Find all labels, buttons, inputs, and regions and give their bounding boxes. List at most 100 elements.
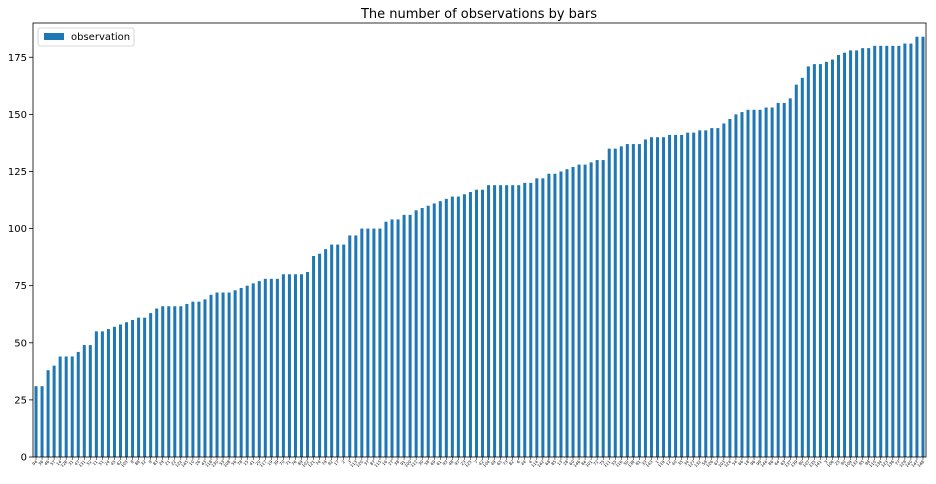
plot-frame (32, 22, 927, 458)
x-tick-label: 19 (266, 459, 273, 466)
x-tick-label: 53 (218, 459, 225, 466)
x-tick-label: 90 (840, 459, 847, 466)
bar (571, 166, 575, 457)
x-tick-label: 47 (73, 459, 80, 466)
bar (849, 50, 853, 457)
bars-group (34, 36, 925, 458)
x-tick-label: 100 (403, 459, 412, 468)
bar (722, 123, 726, 457)
bar (287, 274, 291, 457)
x-tick-label: 5 (823, 459, 829, 465)
bar (245, 285, 249, 457)
x-tick-label: 8 (129, 459, 135, 465)
bar (348, 235, 352, 457)
bar (921, 36, 925, 458)
bar (432, 203, 436, 457)
x-tick-label: 99 (755, 459, 762, 466)
x-tick-label: 137 (784, 459, 793, 468)
x-tick-label: 106 (826, 459, 835, 468)
bar (167, 306, 171, 457)
x-tick-label: 54 (731, 459, 738, 466)
x-tick-label: 77 (894, 459, 901, 466)
x-tick-label: 76 (291, 459, 298, 466)
bar (125, 322, 129, 457)
x-tick-label: 115 (373, 459, 382, 468)
x-tick-label: 30 (417, 459, 424, 466)
bar (662, 137, 666, 457)
x-tick-label: 74 (315, 459, 322, 466)
x-tick-label: 12 (665, 459, 672, 466)
bar (897, 45, 901, 458)
x-tick-label: 135 (808, 459, 817, 468)
x-tick-label: 17 (333, 459, 340, 466)
bar (82, 345, 86, 457)
bar (293, 274, 297, 457)
bar (493, 185, 497, 457)
bar (818, 64, 822, 458)
bar (885, 45, 889, 458)
bar (481, 189, 485, 457)
bar (487, 185, 491, 457)
bar (903, 43, 907, 458)
x-tick-label: 25 (834, 459, 841, 466)
x-tick-label: 107 (802, 459, 811, 468)
bar (450, 196, 454, 457)
bar (631, 144, 635, 457)
legend-box (37, 27, 135, 47)
x-tick-label: 49 (490, 459, 497, 466)
x-tick-label: 103 (717, 459, 726, 468)
x-tick-label: 87 (369, 459, 376, 466)
x-tick-label: 124 (723, 459, 732, 468)
bar (257, 281, 261, 457)
x-tick-label: 61 (435, 459, 442, 466)
x-tick-label: 13 (556, 459, 563, 466)
bar (716, 128, 720, 457)
bar (390, 219, 394, 457)
x-tick-label: 37 (363, 459, 370, 466)
bar (649, 137, 653, 457)
bar (191, 301, 195, 457)
x-tick-label: 18 (743, 459, 750, 466)
x-tick-label: 1 (654, 459, 660, 465)
x-tick-label: 78 (236, 459, 243, 466)
bar (402, 214, 406, 457)
bar (764, 107, 768, 458)
bar (879, 45, 883, 458)
bar (668, 134, 672, 457)
bar (517, 185, 521, 457)
bar (794, 84, 798, 458)
x-tick-label: 121 (307, 459, 316, 468)
x-tick-label: 141 (814, 459, 823, 468)
bar (34, 386, 38, 457)
bar (830, 59, 834, 458)
x-tick-label: 120 (355, 459, 364, 468)
bar (740, 112, 744, 457)
bar (710, 128, 714, 457)
bar (824, 61, 828, 457)
x-tick-label: 75 (598, 459, 605, 466)
bar (275, 278, 279, 457)
bar (468, 192, 472, 457)
x-tick-label: 70 (278, 459, 285, 466)
bar (812, 64, 816, 458)
x-tick-label: 14 (55, 459, 62, 466)
bar (143, 317, 147, 457)
x-tick-label: 117 (259, 459, 268, 468)
x-tick-label: 94 (31, 459, 38, 466)
bar (149, 313, 153, 457)
bar (173, 306, 177, 457)
x-tick-label: 131 (78, 459, 87, 468)
chart-title: The number of observations by bars (360, 7, 597, 22)
bar (782, 102, 786, 457)
bar (867, 48, 871, 457)
bar (734, 114, 738, 458)
x-tick-label: 82 (508, 459, 515, 466)
bar (239, 287, 243, 457)
x-tick-label: 42 (478, 459, 485, 466)
bar (384, 221, 388, 457)
x-tick-label: 122 (174, 459, 183, 468)
bar (553, 173, 557, 457)
bar (855, 50, 859, 457)
bar (728, 118, 732, 457)
bar (318, 253, 322, 457)
